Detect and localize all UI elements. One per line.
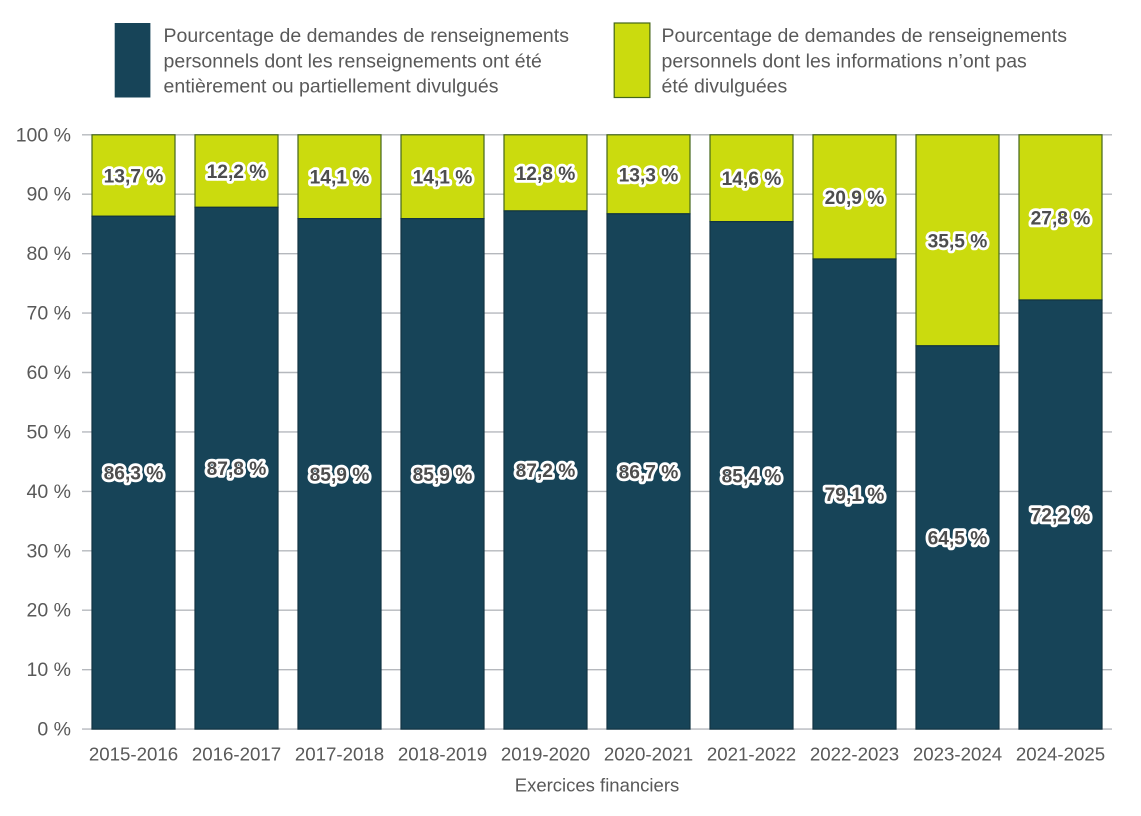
svg-text:72,2 %: 72,2 % [1031,506,1091,527]
svg-text:20 %: 20 % [27,600,71,622]
svg-text:27,8 %: 27,8 % [1031,208,1091,229]
svg-text:14,1 %: 14,1 % [413,168,473,189]
svg-text:85,4 %: 85,4 % [722,466,782,487]
svg-text:85,9 %: 85,9 % [413,465,473,486]
svg-text:2017-2018: 2017-2018 [295,744,384,765]
svg-text:Exercices financiers: Exercices financiers [515,775,680,796]
svg-text:entièrement ou partiellement d: entièrement ou partiellement divulgués [164,76,499,98]
svg-text:2023-2024: 2023-2024 [913,744,1002,765]
svg-text:64,5 %: 64,5 % [928,528,988,549]
svg-text:35,5 %: 35,5 % [928,231,988,252]
svg-text:86,3 %: 86,3 % [104,464,164,485]
svg-text:2020-2021: 2020-2021 [604,744,693,765]
svg-text:2015-2016: 2015-2016 [89,744,178,765]
svg-text:30 %: 30 % [27,540,71,562]
svg-text:14,6 %: 14,6 % [722,169,782,190]
svg-text:87,8 %: 87,8 % [207,459,267,480]
svg-text:60 %: 60 % [27,362,71,384]
svg-text:14,1 %: 14,1 % [310,168,370,189]
svg-text:2019-2020: 2019-2020 [501,744,590,765]
svg-text:13,3 %: 13,3 % [619,165,679,186]
svg-text:12,2 %: 12,2 % [207,162,267,183]
svg-text:10 %: 10 % [27,659,71,681]
svg-text:50 %: 50 % [27,422,71,444]
svg-text:70 %: 70 % [27,303,71,325]
svg-text:80 %: 80 % [27,243,71,265]
svg-text:personnels dont les renseignem: personnels dont les renseignements ont é… [164,50,542,72]
svg-text:0 %: 0 % [37,719,71,741]
svg-text:2021-2022: 2021-2022 [707,744,796,765]
svg-text:85,9 %: 85,9 % [310,465,370,486]
svg-text:40 %: 40 % [27,481,71,503]
svg-text:2022-2023: 2022-2023 [810,744,899,765]
svg-text:2016-2017: 2016-2017 [192,744,281,765]
svg-text:Pourcentage de demandes de ren: Pourcentage de demandes de renseignement… [164,25,570,47]
svg-text:2018-2019: 2018-2019 [398,744,487,765]
svg-text:87,2 %: 87,2 % [516,461,576,482]
svg-text:2024-2025: 2024-2025 [1016,744,1105,765]
svg-text:86,7 %: 86,7 % [619,463,679,484]
svg-text:personnels dont les informatio: personnels dont les informations n’ont p… [662,50,1028,72]
svg-text:79,1 %: 79,1 % [825,485,885,506]
svg-text:12,8 %: 12,8 % [516,164,576,185]
svg-text:20,9 %: 20,9 % [825,188,885,209]
svg-text:90 %: 90 % [27,184,71,206]
svg-text:été divulguées: été divulguées [662,76,788,98]
svg-text:13,7 %: 13,7 % [104,167,164,188]
svg-text:Pourcentage de demandes de ren: Pourcentage de demandes de renseignement… [662,25,1068,47]
svg-text:100 %: 100 % [16,124,71,146]
